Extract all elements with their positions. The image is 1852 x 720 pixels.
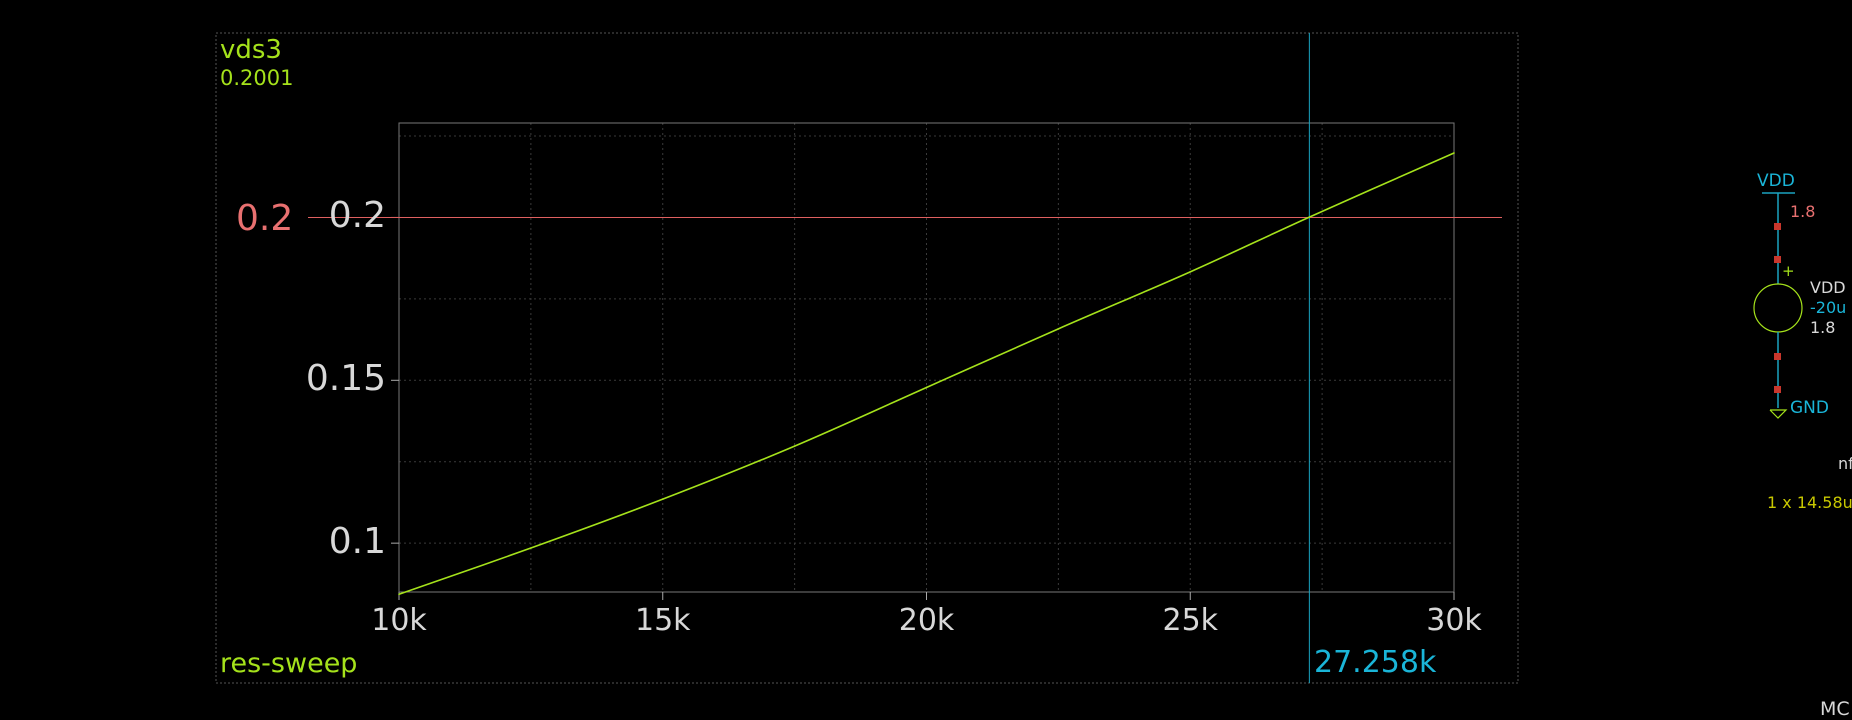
- x-tick-label: 30k: [1426, 603, 1482, 638]
- axis-ticks: [391, 216, 1455, 600]
- device-partial-label: nf: [1838, 454, 1852, 473]
- voltage-source-icon[interactable]: [1753, 283, 1803, 333]
- plus-sign: +: [1782, 262, 1795, 280]
- pin-marker: [1774, 223, 1781, 230]
- data-point: [1308, 216, 1311, 218]
- source-current-label: -20u: [1810, 298, 1847, 317]
- gnd-net-label: GND: [1790, 398, 1829, 418]
- pin-marker: [1774, 256, 1781, 263]
- device-bottom-label: MC: [1820, 698, 1850, 720]
- vdd-net-label: VDD: [1757, 171, 1795, 191]
- hline-value-label: 0.2: [236, 198, 294, 239]
- pin-marker: [1774, 353, 1781, 360]
- x-tick-label: 25k: [1162, 603, 1219, 638]
- data-point: [1453, 152, 1455, 154]
- data-point: [793, 445, 796, 447]
- device-size-label: 1 x 14.58u: [1767, 493, 1852, 512]
- x-variable-label[interactable]: res-sweep: [220, 648, 358, 679]
- data-point: [530, 547, 532, 549]
- data-point: [398, 593, 400, 596]
- source-value-label: 1.8: [1810, 318, 1836, 337]
- signal-name[interactable]: vds3: [220, 35, 282, 65]
- x-tick-label: 20k: [898, 603, 955, 638]
- vdd-voltage-label: 1.8: [1790, 202, 1816, 221]
- data-point: [925, 386, 928, 389]
- y-tick-label: 0.15: [305, 358, 386, 400]
- data-point: [661, 498, 664, 500]
- x-tick-label: 15k: [634, 603, 691, 638]
- cursor-y-value: 0.2001: [220, 66, 294, 90]
- source-name-label: VDD: [1810, 278, 1846, 297]
- schematic-fragment: [1753, 192, 1803, 419]
- pin-marker: [1774, 386, 1781, 393]
- graph-frame: [215, 32, 1519, 684]
- data-point: [1189, 271, 1192, 273]
- data-point: [1057, 328, 1060, 330]
- grid: [398, 123, 1455, 592]
- data-points: [398, 152, 1455, 596]
- cursor-x-label: 27.258k: [1314, 645, 1437, 680]
- y-tick-label: 0.1: [328, 521, 386, 563]
- x-tick-label: 10k: [371, 603, 427, 638]
- y-tick-label: 0.2: [328, 195, 386, 237]
- ground-icon: [1769, 409, 1788, 419]
